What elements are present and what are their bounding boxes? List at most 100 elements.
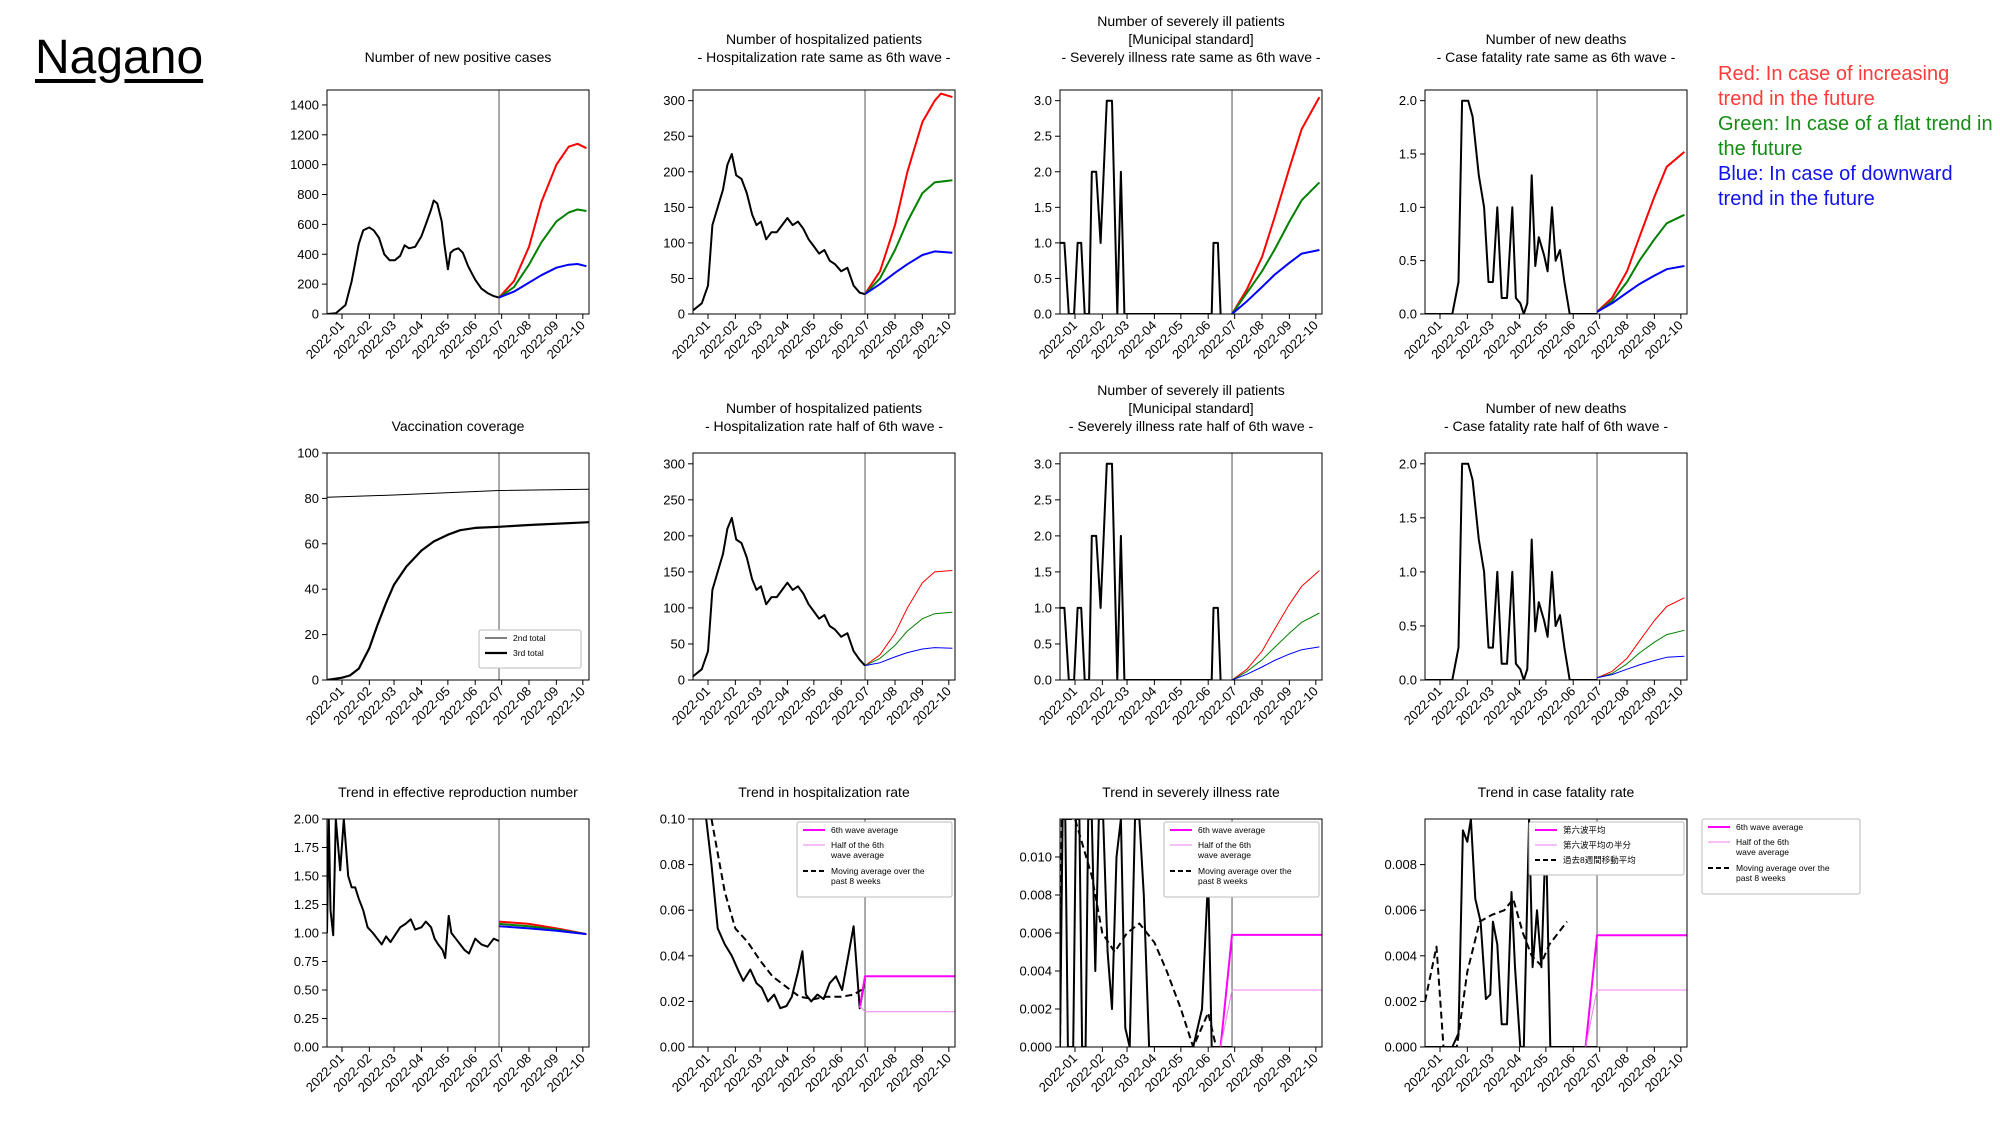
series-line-red bbox=[864, 92, 953, 295]
series-line-black bbox=[1060, 462, 1222, 680]
y-tick-label: 0.000 bbox=[1019, 1040, 1052, 1055]
y-tick-label: 0.5 bbox=[1399, 253, 1417, 268]
y-tick-label: 0.006 bbox=[1019, 926, 1052, 941]
chart-hospitalized-6th: Number of hospitalized patients - Hospita… bbox=[663, 31, 956, 362]
y-tick-label: 0.50 bbox=[294, 983, 319, 998]
series-line-red bbox=[1231, 96, 1321, 314]
chart-title-line: Trend in case fatality rate bbox=[1478, 784, 1635, 800]
series-line-red bbox=[1596, 151, 1686, 313]
series-line-black bbox=[693, 516, 866, 678]
series-group bbox=[327, 819, 587, 960]
legend-label: 第六波平均 bbox=[1563, 825, 1606, 835]
plot-frame bbox=[1059, 89, 1323, 315]
chart-title-line: Trend in hospitalization rate bbox=[738, 784, 910, 800]
page-title: Nagano bbox=[35, 31, 204, 84]
y-tick-label: 0.008 bbox=[1019, 888, 1052, 903]
series-group bbox=[327, 488, 589, 680]
plot-frame bbox=[1059, 818, 1323, 1048]
y-tick-label: 2.0 bbox=[1399, 93, 1417, 108]
y-tick-label: 150 bbox=[663, 564, 685, 579]
series-line-blue bbox=[864, 250, 953, 295]
y-tick-label: 1.5 bbox=[1034, 200, 1052, 215]
series-line-black bbox=[327, 488, 589, 498]
chart-new-deaths-half: Number of new deaths - Case fatality rate… bbox=[1399, 400, 1688, 728]
legend-box bbox=[478, 629, 582, 669]
series-line-blue bbox=[498, 925, 587, 936]
y-tick-label: 0.00 bbox=[294, 1040, 319, 1055]
series-line-black bbox=[1425, 99, 1597, 314]
y-tick-label: 100 bbox=[297, 446, 319, 461]
chart-title-line: [Municipal standard] bbox=[1128, 400, 1253, 416]
legend-label: Half of the 6th bbox=[1198, 840, 1251, 850]
legend-label: past 8 weeks bbox=[1198, 876, 1248, 886]
series-line-violet bbox=[1220, 989, 1322, 1047]
series-line-green bbox=[1596, 213, 1685, 313]
chart-title-line: [Municipal standard] bbox=[1128, 31, 1253, 47]
series-line-black bbox=[693, 153, 866, 312]
plot-frame bbox=[1424, 818, 1688, 1048]
legend-box bbox=[1701, 818, 1861, 895]
chart-title-line: - Hospitalization rate same as 6th wave … bbox=[698, 49, 951, 65]
y-tick-label: 0.010 bbox=[1019, 850, 1052, 865]
chart-title-line: - Severely illness rate half of 6th wave… bbox=[1069, 418, 1314, 434]
y-tick-label: 100 bbox=[663, 600, 685, 615]
series-line-black bbox=[327, 819, 500, 960]
series-group bbox=[327, 142, 587, 314]
series-group bbox=[1425, 462, 1685, 680]
plot-frame bbox=[326, 89, 590, 315]
y-tick-label: 60 bbox=[305, 536, 319, 551]
series-line-black-dashed bbox=[710, 819, 866, 1001]
y-tick-label: 0.06 bbox=[660, 903, 685, 918]
chart-title-line: Number of severely ill patients bbox=[1097, 13, 1285, 29]
y-tick-label: 1200 bbox=[290, 127, 319, 142]
series-line-blue bbox=[864, 647, 953, 667]
series-line-violet bbox=[1585, 989, 1687, 1047]
y-tick-label: 0.004 bbox=[1384, 948, 1417, 963]
series-group bbox=[1425, 99, 1686, 314]
series-line-green bbox=[1231, 181, 1321, 314]
plot-frame bbox=[692, 89, 956, 315]
plot-frame bbox=[692, 452, 956, 681]
y-tick-label: 3.0 bbox=[1034, 456, 1052, 471]
y-tick-label: 0.002 bbox=[1019, 1002, 1052, 1017]
legend-label: 6th wave average bbox=[831, 825, 898, 835]
chart-title-line: Number of new positive cases bbox=[365, 49, 552, 65]
y-tick-label: 0.0 bbox=[1399, 307, 1417, 322]
y-tick-label: 0.75 bbox=[294, 954, 319, 969]
series-line-green bbox=[1596, 629, 1685, 679]
y-tick-label: 0 bbox=[312, 673, 319, 688]
legend-label: wave average bbox=[1197, 850, 1251, 860]
chart-new-deaths-6th: Number of new deaths - Case fatality rate… bbox=[1399, 31, 1688, 362]
series-line-green bbox=[864, 611, 953, 667]
series-line-magenta bbox=[858, 975, 955, 1009]
y-tick-label: 0.008 bbox=[1384, 857, 1417, 872]
y-tick-label: 20 bbox=[305, 627, 319, 642]
legend-label: Moving average over the bbox=[1736, 863, 1830, 873]
series-line-blue bbox=[1231, 646, 1320, 680]
chart-hospitalization-rate: Trend in hospitalization rate 0.00 0.02 0.0… bbox=[660, 784, 956, 1095]
legend-label: Half of the 6th bbox=[831, 840, 884, 850]
y-tick-label: 2.5 bbox=[1034, 492, 1052, 507]
y-tick-label: 0.08 bbox=[660, 857, 685, 872]
y-tick-label: 0.006 bbox=[1384, 903, 1417, 918]
legend-label: 3rd total bbox=[513, 648, 544, 658]
y-tick-label: 0.0 bbox=[1399, 673, 1417, 688]
y-tick-label: 0.5 bbox=[1034, 636, 1052, 651]
legend-label: 6th wave average bbox=[1736, 822, 1803, 832]
series-line-red bbox=[1231, 570, 1320, 680]
plot-frame bbox=[692, 818, 956, 1048]
legend-note-blue: Blue: In case of downward trend in the f… bbox=[1718, 163, 1953, 210]
y-tick-label: 1.5 bbox=[1399, 510, 1417, 525]
series-line-blue bbox=[1596, 265, 1685, 313]
y-tick-label: 1.0 bbox=[1399, 200, 1417, 215]
y-tick-label: 150 bbox=[663, 200, 685, 215]
chart-severely-ill-half: Number of severely ill patients [Municipa… bbox=[1034, 382, 1323, 728]
y-tick-label: 2.00 bbox=[294, 812, 319, 827]
scenario-color-legend: Red: In case of increasing trend in the … bbox=[1718, 62, 2000, 212]
chart-effective-reproduction-number: Trend in effective reproduction number 0.… bbox=[294, 784, 590, 1095]
y-tick-label: 50 bbox=[671, 271, 685, 286]
series-line-red bbox=[864, 570, 953, 667]
